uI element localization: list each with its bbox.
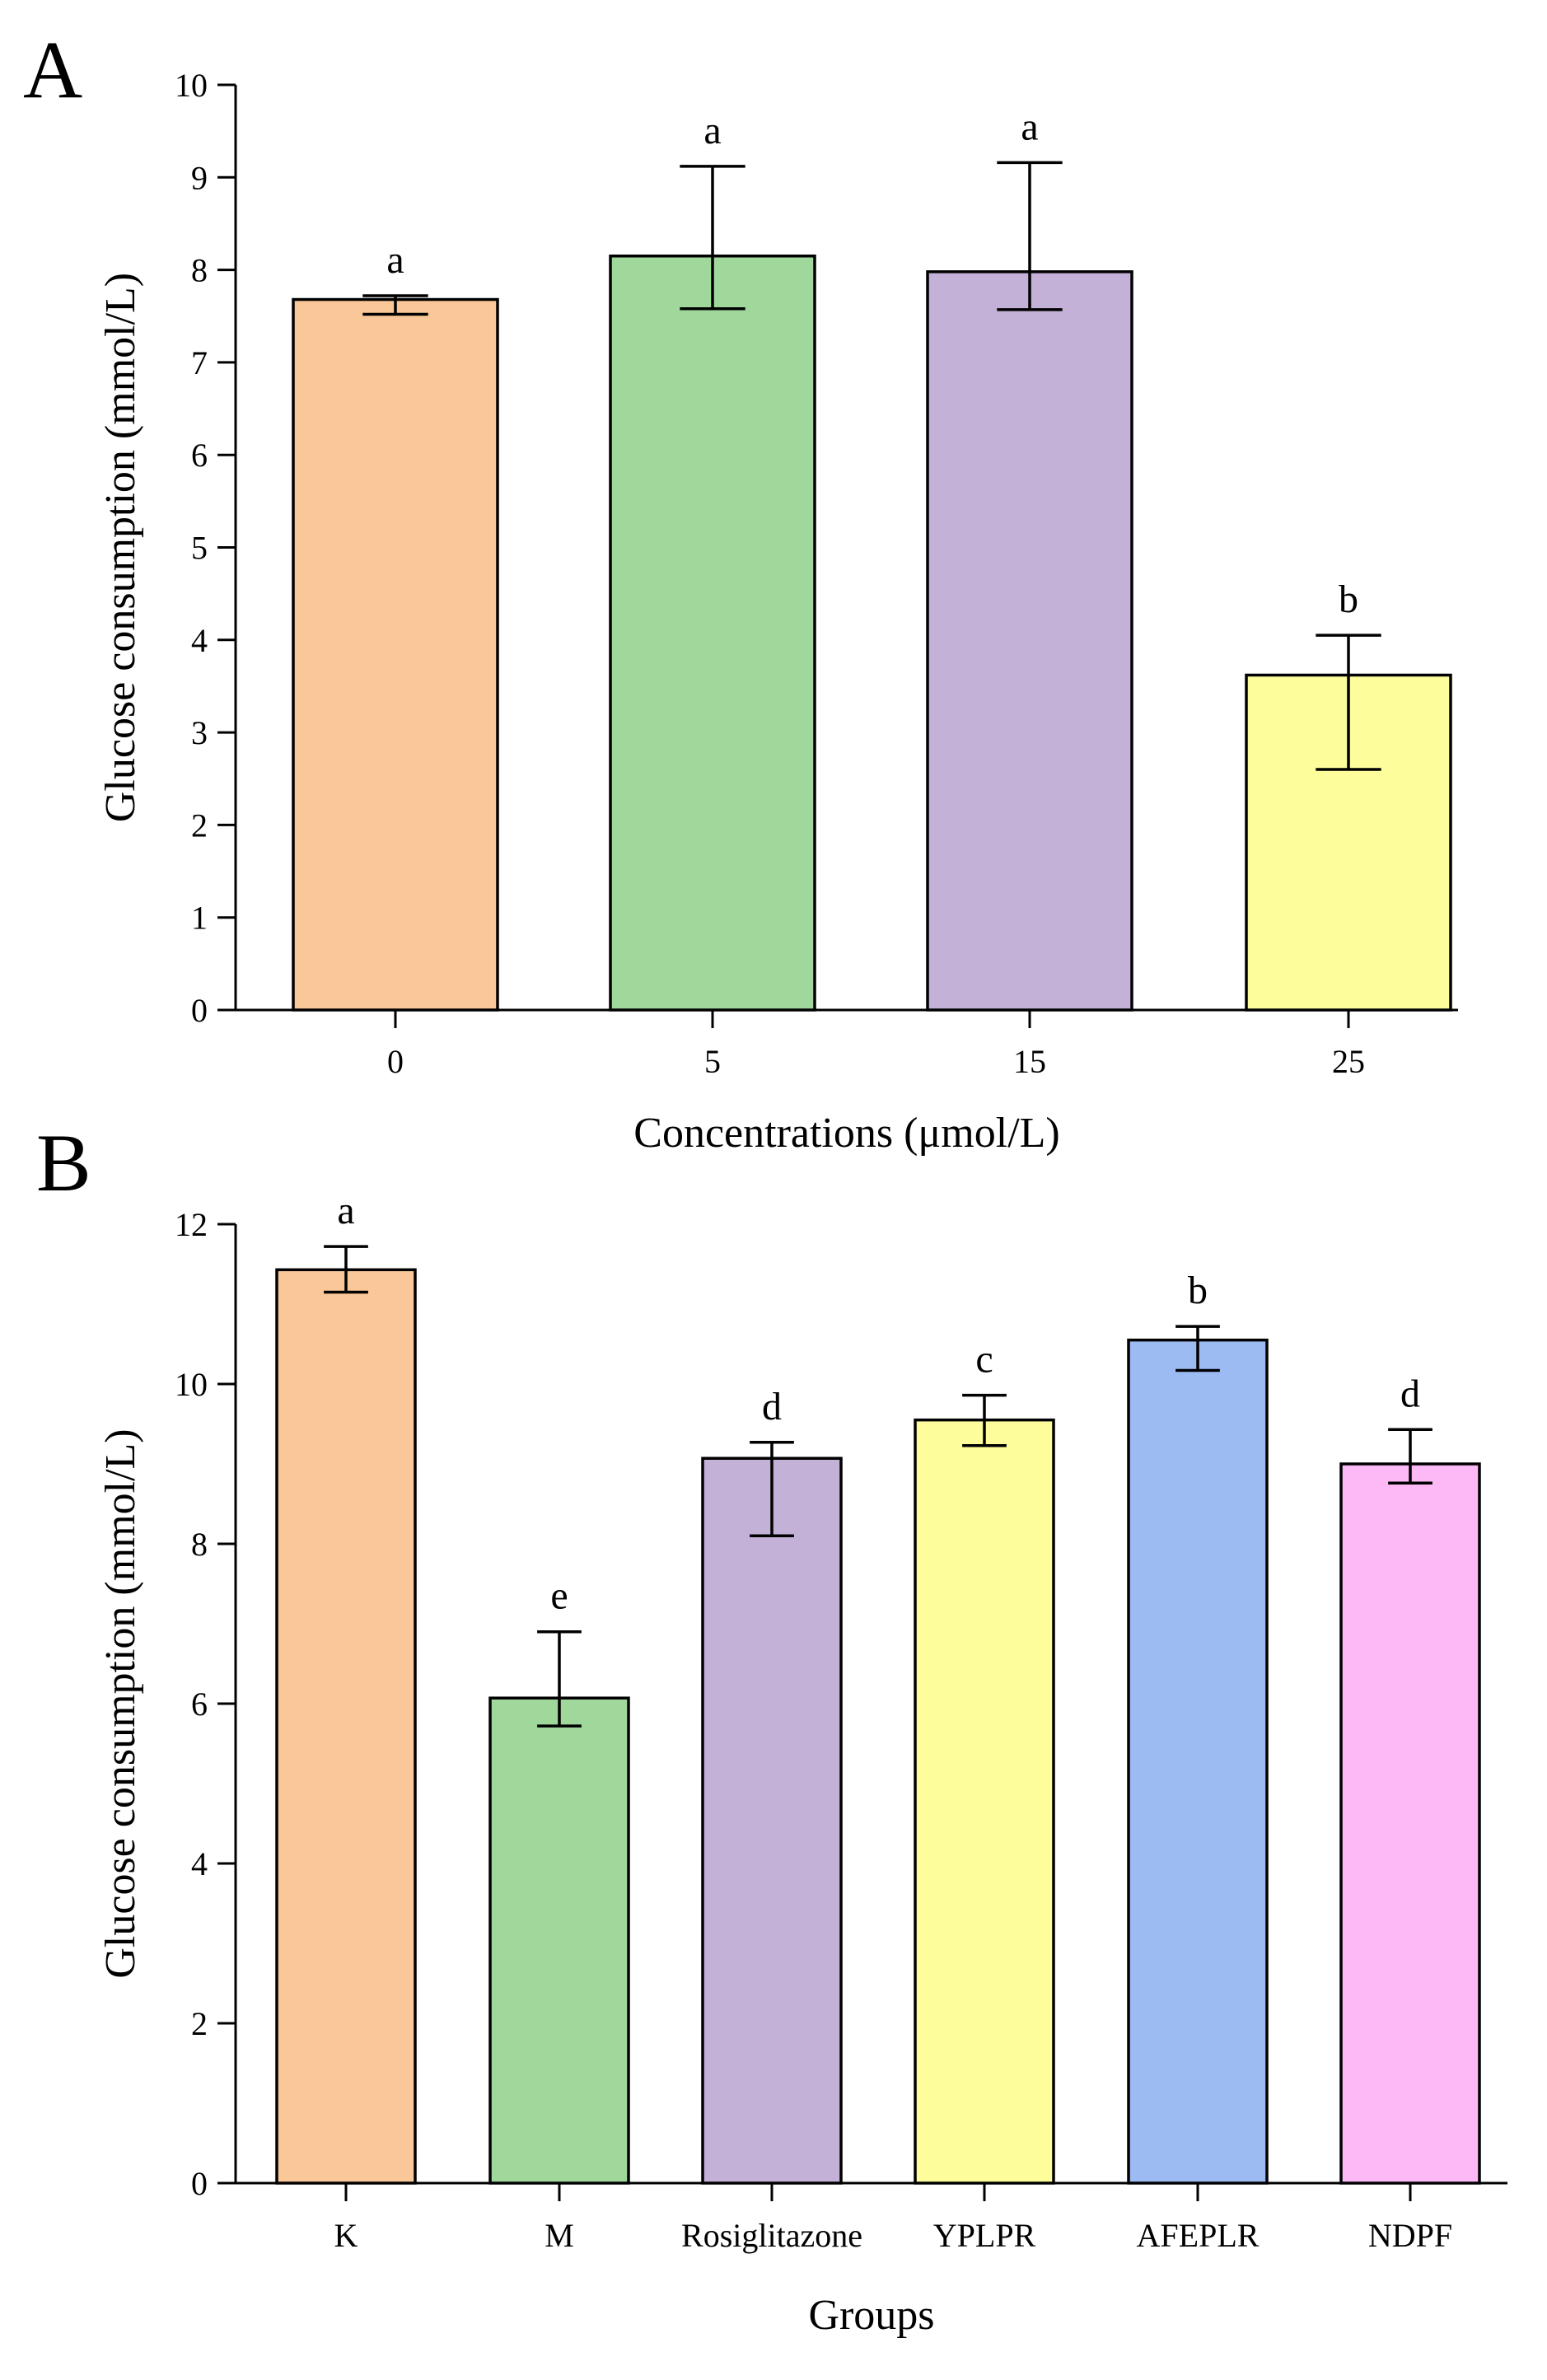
x-tick-label-a-2: 15 [1013, 1043, 1046, 1080]
sig-label-a-1: a [703, 109, 721, 152]
bar-b-5 [1339, 1462, 1481, 2185]
x-axis-title-b: Groups [808, 2292, 934, 2339]
y-tick-label-a-3: 3 [191, 714, 208, 751]
y-tick-label-a-10: 10 [175, 67, 208, 104]
y-tick-label-b-0: 0 [191, 2165, 208, 2202]
x-tick-label-b-3: YPLPR [933, 2217, 1036, 2254]
x-tick-label-b-1: M [544, 2217, 574, 2254]
y-tick-label-a-2: 2 [191, 807, 208, 844]
x-tick-label-a-1: 5 [704, 1043, 721, 1080]
bar-b-3 [914, 1418, 1055, 2185]
y-tick-label-a-5: 5 [191, 530, 208, 567]
bar-b-2 [701, 1457, 843, 2185]
sig-label-a-2: a [1021, 105, 1038, 148]
bar-b-4 [1127, 1338, 1269, 2185]
bar-a-2 [926, 270, 1133, 1012]
bar-b-0 [275, 1268, 417, 2185]
y-tick-label-a-1: 1 [191, 900, 208, 937]
y-tick-label-b-5: 10 [175, 1366, 208, 1403]
sig-label-b-0: a [337, 1189, 354, 1232]
y-tick-label-b-1: 2 [191, 2005, 208, 2042]
bar-b-1 [488, 1696, 630, 2185]
sig-label-a-0: a [386, 238, 404, 282]
y-axis-title-b: Glucose consumption (mmol/L) [97, 1428, 144, 1978]
sig-label-b-5: d [1400, 1372, 1420, 1415]
sig-label-a-3: b [1339, 577, 1358, 621]
panel-a-letter: A [23, 24, 82, 115]
x-tick-label-b-0: K [334, 2217, 358, 2254]
x-tick-label-b-5: NDPF [1368, 2217, 1452, 2254]
panel-b-letter: B [36, 1117, 91, 1209]
y-tick-label-a-7: 7 [191, 344, 208, 381]
sig-label-b-3: c [975, 1338, 993, 1382]
y-tick-label-a-8: 8 [191, 252, 208, 289]
x-tick-label-a-0: 0 [387, 1043, 404, 1080]
panel-b: B a e d c b d 0 2 4 6 8 10 12 K M Rosiglitazone YPLPR AFE… [36, 1117, 1507, 2339]
sig-label-b-4: b [1188, 1269, 1208, 1312]
x-axis-title-a: Concentrations (μmol/L) [633, 1110, 1059, 1157]
panel-a: A a a a b 0 1 2 3 4 5 6 7 8 9 10 0 5 15 25 Concentrations (… [23, 24, 1458, 1157]
sig-label-b-1: e [550, 1574, 568, 1618]
y-tick-label-a-6: 6 [191, 437, 208, 474]
y-tick-label-a-0: 0 [191, 992, 208, 1029]
y-tick-label-a-9: 9 [191, 159, 208, 196]
y-tick-label-a-4: 4 [191, 622, 208, 659]
x-tick-label-b-4: AFEPLR [1137, 2217, 1260, 2254]
bar-a-0 [292, 297, 499, 1012]
y-tick-label-b-4: 8 [191, 1526, 208, 1563]
y-axis-title-a: Glucose consumption (mmol/L) [97, 273, 144, 822]
sig-label-b-2: d [762, 1385, 782, 1428]
y-tick-label-b-3: 6 [191, 1686, 208, 1723]
y-tick-label-b-2: 4 [191, 1845, 208, 1882]
x-tick-label-b-2: Rosiglitazone [681, 2217, 862, 2254]
x-tick-label-a-3: 25 [1332, 1043, 1365, 1080]
y-tick-label-b-6: 12 [175, 1206, 208, 1243]
bar-a-1 [609, 255, 816, 1012]
